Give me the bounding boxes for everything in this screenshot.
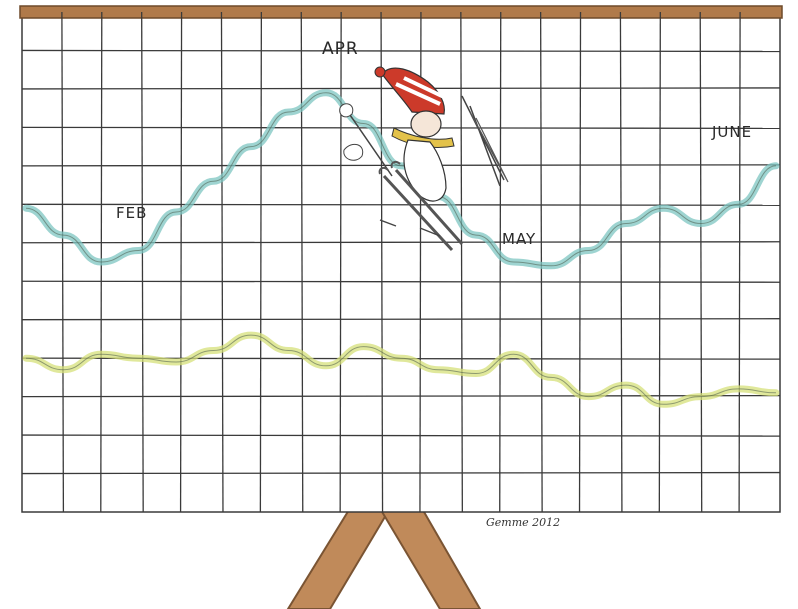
ski-icon: [382, 169, 464, 252]
chart-lines: [22, 89, 780, 408]
grid-line-vertical: [380, 11, 384, 513]
label-feb: FEB: [116, 204, 147, 222]
grid-line-horizontal: [21, 471, 781, 475]
hat-pompom-icon: [374, 66, 386, 78]
skier-body: [403, 139, 447, 202]
easel-leg-left: [286, 504, 394, 609]
grid-line-vertical: [179, 11, 183, 513]
skier-illustration: [339, 66, 509, 252]
easel-legs: [286, 504, 482, 609]
grid-line-vertical: [619, 11, 623, 513]
grid-line-horizontal: [21, 318, 781, 321]
board-top-edge: [19, 5, 783, 19]
easel-leg-right: [376, 504, 482, 609]
series-0-line: [25, 92, 777, 267]
skier-head: [410, 110, 442, 138]
grid-line-vertical: [738, 11, 741, 513]
grid-line-vertical: [460, 11, 463, 513]
grid-line-vertical: [578, 11, 582, 513]
grid-line-vertical: [300, 11, 304, 513]
grid-line-vertical: [499, 11, 502, 513]
grid-line-horizontal: [21, 49, 781, 53]
ski-pole-icon: [347, 95, 505, 187]
grid-line-horizontal: [21, 203, 781, 206]
grid-line-horizontal: [21, 434, 781, 437]
grid-line-vertical: [658, 11, 661, 513]
grid-line-vertical: [259, 11, 263, 513]
grid-line-horizontal: [21, 280, 781, 283]
grid-line-vertical: [220, 11, 224, 513]
grid-line-vertical: [699, 11, 703, 513]
label-apr: APR: [322, 39, 359, 59]
grid-line-vertical: [339, 11, 342, 513]
grid-line-horizontal: [21, 394, 781, 398]
grid-line-vertical: [141, 11, 144, 513]
label-june: JUNE: [711, 123, 752, 141]
series-1-line: [25, 334, 777, 405]
label-may: MAY: [502, 230, 536, 248]
artist-signature: Gemme 2012: [486, 516, 560, 529]
grid-line-vertical: [61, 11, 65, 513]
grid-line-horizontal: [21, 126, 781, 130]
